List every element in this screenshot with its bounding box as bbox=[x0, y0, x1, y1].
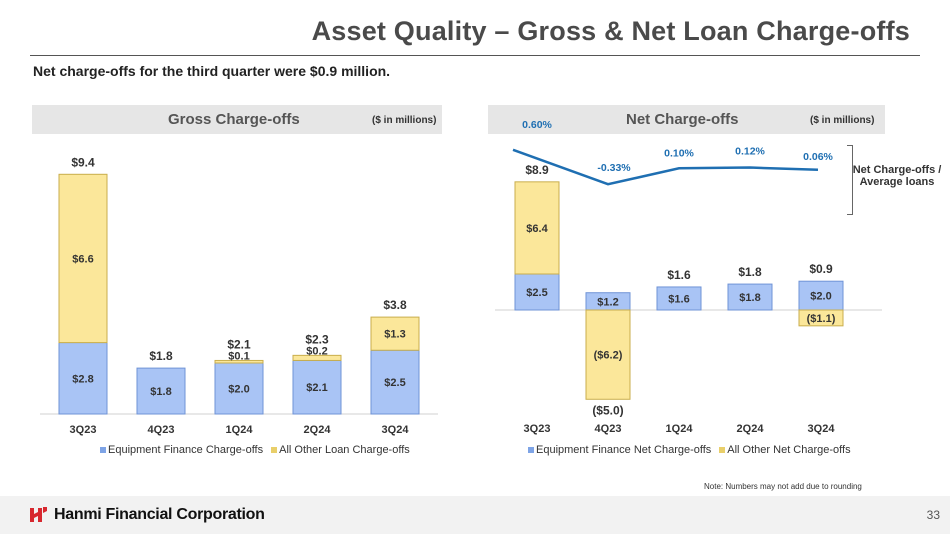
net-bar-other bbox=[514, 181, 560, 275]
net-bar-other-label: $6.4 bbox=[526, 223, 548, 235]
net-bar-other bbox=[585, 309, 631, 400]
ratio-line-label: Net Charge-offs / Average loans bbox=[852, 164, 942, 188]
net-bar-equipment bbox=[514, 273, 560, 311]
legend-label: Equipment Finance Charge-offs bbox=[108, 444, 264, 456]
net-bar-other-label: ($1.1) bbox=[807, 313, 836, 325]
net-chart-title: Net Charge-offs bbox=[626, 111, 739, 128]
net-category-label: 4Q23 bbox=[595, 423, 622, 435]
ratio-point-label: 0.60% bbox=[522, 119, 552, 131]
gross-bar-other-label: $1.3 bbox=[384, 329, 405, 341]
gross-bar-other bbox=[214, 359, 264, 364]
gross-category-label: 3Q24 bbox=[382, 424, 410, 436]
gross-bar-other-label: $0.1 bbox=[228, 350, 249, 362]
gross-bar-total: $2.3 bbox=[305, 332, 329, 346]
gross-bar-total: $1.8 bbox=[149, 349, 173, 363]
net-bar-total: $1.6 bbox=[667, 268, 691, 282]
gross-bar-total: $2.1 bbox=[227, 337, 251, 351]
net-bar-equipment bbox=[656, 286, 702, 311]
gross-bar-other-label: $0.2 bbox=[306, 345, 327, 357]
net-bar-total: $8.9 bbox=[525, 163, 549, 177]
gross-panel-header: Gross Charge-offs ($ in millions) bbox=[32, 105, 442, 134]
gross-bar-equipment-label: $2.5 bbox=[384, 377, 405, 389]
gross-chart-units: ($ in millions) bbox=[372, 115, 437, 126]
gross-chart-title: Gross Charge-offs bbox=[168, 111, 300, 128]
gross-bar-equipment bbox=[370, 349, 420, 415]
net-category-label: 3Q24 bbox=[808, 423, 836, 435]
legend-item-other-net: All Other Net Charge-offs bbox=[719, 444, 851, 456]
net-category-label: 3Q23 bbox=[524, 423, 551, 435]
net-category-label: 2Q24 bbox=[737, 423, 765, 435]
gross-category-label: 3Q23 bbox=[70, 424, 97, 436]
ratio-point-label: 0.12% bbox=[735, 146, 765, 158]
hanmi-logo-icon bbox=[30, 507, 47, 522]
net-bar-total: ($5.0) bbox=[592, 403, 623, 417]
net-category-label: 1Q24 bbox=[666, 423, 694, 435]
gross-legend: Equipment Finance Charge-offs All Other … bbox=[100, 444, 410, 456]
gross-bar-other bbox=[370, 316, 420, 351]
footer-bar bbox=[0, 496, 950, 534]
net-bar-equipment bbox=[798, 280, 844, 311]
gross-category-label: 4Q23 bbox=[148, 424, 175, 436]
gross-category-label: 1Q24 bbox=[226, 424, 254, 436]
ratio-bracket bbox=[847, 145, 853, 215]
gross-category-label: 2Q24 bbox=[304, 424, 332, 436]
gross-bar-equipment bbox=[58, 342, 108, 415]
net-bar-equipment-label: $2.0 bbox=[810, 291, 831, 303]
company-name: Hanmi Financial Corporation bbox=[54, 506, 265, 523]
legend-swatch-blue bbox=[528, 447, 534, 453]
legend-item-equipment-net: Equipment Finance Net Charge-offs bbox=[528, 444, 711, 456]
title-divider bbox=[30, 55, 920, 56]
net-panel-header: Net Charge-offs ($ in millions) bbox=[488, 105, 885, 134]
gross-bar-equipment bbox=[136, 367, 186, 415]
gross-bar-other bbox=[58, 173, 108, 344]
gross-bar-equipment-label: $2.8 bbox=[72, 373, 93, 385]
gross-bar-total: $9.4 bbox=[71, 155, 95, 169]
net-bar-equipment-label: $2.5 bbox=[526, 287, 547, 299]
net-bar-equipment-label: $1.8 bbox=[739, 292, 760, 304]
net-bar-other bbox=[798, 309, 844, 327]
gross-bar-equipment-label: $2.0 bbox=[228, 384, 249, 396]
gross-bar-equipment-label: $1.8 bbox=[150, 386, 171, 398]
net-bar-other-label: ($6.2) bbox=[594, 350, 623, 362]
legend-item-equipment: Equipment Finance Charge-offs bbox=[100, 444, 263, 456]
slide-subtitle: Net charge-offs for the third quarter we… bbox=[33, 63, 391, 79]
ratio-point-label: 0.10% bbox=[664, 147, 694, 159]
legend-swatch-yellow bbox=[271, 447, 278, 453]
legend-label: All Other Net Charge-offs bbox=[727, 444, 851, 456]
net-bar-total: $1.8 bbox=[738, 265, 762, 279]
net-bar-equipment bbox=[727, 283, 773, 311]
net-bar-equipment-label: $1.6 bbox=[668, 293, 689, 305]
gross-bar-equipment bbox=[214, 362, 264, 415]
ratio-point-label: 0.06% bbox=[803, 151, 833, 163]
gross-bar-other bbox=[292, 354, 342, 361]
ratio-line bbox=[512, 148, 819, 186]
rounding-note: Note: Numbers may not add due to roundin… bbox=[704, 482, 862, 491]
ratio-point-label: -0.33% bbox=[597, 162, 631, 174]
gross-bar-equipment-label: $2.1 bbox=[306, 382, 327, 394]
legend-swatch-yellow bbox=[719, 447, 726, 453]
gross-bar-equipment bbox=[292, 359, 342, 415]
net-bar-total: $0.9 bbox=[809, 262, 833, 276]
net-legend: Equipment Finance Net Charge-offs All Ot… bbox=[528, 444, 851, 456]
company-logo: Hanmi Financial Corporation bbox=[28, 505, 265, 525]
legend-label: Equipment Finance Net Charge-offs bbox=[536, 444, 712, 456]
net-chart-units: ($ in millions) bbox=[810, 115, 875, 126]
legend-item-other: All Other Loan Charge-offs bbox=[271, 444, 410, 456]
legend-label: All Other Loan Charge-offs bbox=[279, 444, 410, 456]
net-bar-equipment-label: $1.2 bbox=[597, 296, 618, 308]
page-number: 33 bbox=[926, 508, 940, 522]
slide-title: Asset Quality – Gross & Net Loan Charge-… bbox=[311, 16, 910, 46]
gross-bar-total: $3.8 bbox=[383, 298, 407, 312]
legend-swatch-blue bbox=[100, 447, 106, 453]
gross-bar-other-label: $6.6 bbox=[72, 253, 93, 265]
